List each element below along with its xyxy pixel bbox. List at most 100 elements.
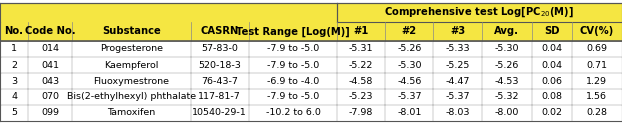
Text: 5: 5 (11, 108, 17, 118)
Bar (249, 89, 337, 105)
Bar (249, 41, 337, 57)
Text: 0.02: 0.02 (541, 108, 562, 118)
Text: -4.56: -4.56 (397, 77, 422, 86)
Bar (0, 89, 28, 105)
Bar (532, 41, 572, 57)
Text: CASRN: CASRN (200, 27, 239, 36)
Bar (434, 57, 481, 73)
Text: -5.26: -5.26 (494, 61, 519, 69)
Text: 1: 1 (11, 45, 17, 53)
Bar (481, 89, 532, 105)
Bar (572, 57, 622, 73)
Bar (385, 41, 434, 57)
Text: CV(%): CV(%) (580, 27, 614, 36)
Text: -5.25: -5.25 (445, 61, 470, 69)
Bar (572, 41, 622, 57)
Bar (532, 73, 572, 89)
Text: 0.28: 0.28 (587, 108, 608, 118)
Text: -7.9 to -5.0: -7.9 to -5.0 (267, 93, 319, 102)
Bar (0, 22, 28, 41)
Text: -5.26: -5.26 (397, 45, 422, 53)
Text: 117-81-7: 117-81-7 (198, 93, 241, 102)
Text: 041: 041 (41, 61, 59, 69)
Bar (572, 105, 622, 121)
Text: SD: SD (544, 27, 560, 36)
Bar (337, 89, 385, 105)
Text: 520-18-3: 520-18-3 (198, 61, 241, 69)
Text: -5.33: -5.33 (445, 45, 470, 53)
Text: 0.04: 0.04 (541, 45, 562, 53)
Text: 014: 014 (41, 45, 59, 53)
Bar (249, 57, 337, 73)
Text: -7.98: -7.98 (349, 108, 373, 118)
Bar (385, 22, 434, 41)
Text: -5.37: -5.37 (397, 93, 422, 102)
Bar (28, 73, 72, 89)
Text: -8.01: -8.01 (397, 108, 422, 118)
Bar (190, 105, 249, 121)
Text: Comprehensive test Log[PC$_{20}$(M)]: Comprehensive test Log[PC$_{20}$(M)] (384, 6, 575, 19)
Bar (337, 3, 622, 22)
Bar (337, 105, 385, 121)
Text: Kaempferol: Kaempferol (104, 61, 159, 69)
Text: #2: #2 (402, 27, 417, 36)
Bar (28, 105, 72, 121)
Text: Tamoxifen: Tamoxifen (108, 108, 156, 118)
Text: 1.56: 1.56 (587, 93, 608, 102)
Bar (337, 57, 385, 73)
Text: -7.9 to -5.0: -7.9 to -5.0 (267, 61, 319, 69)
Bar (337, 41, 385, 57)
Bar (532, 22, 572, 41)
Text: -4.53: -4.53 (494, 77, 519, 86)
Bar (434, 41, 481, 57)
Text: 10540-29-1: 10540-29-1 (192, 108, 247, 118)
Text: Avg.: Avg. (494, 27, 519, 36)
Bar (28, 41, 72, 57)
Bar (434, 73, 481, 89)
Text: 2: 2 (11, 61, 17, 69)
Bar (337, 22, 385, 41)
Bar (481, 22, 532, 41)
Text: 57-83-0: 57-83-0 (202, 45, 238, 53)
Text: Test Range [Log(M)]: Test Range [Log(M)] (236, 26, 350, 37)
Bar (72, 41, 190, 57)
Text: Bis(2-ethylhexyl) phthalate: Bis(2-ethylhexyl) phthalate (67, 93, 196, 102)
Text: 0.71: 0.71 (587, 61, 608, 69)
Text: 070: 070 (41, 93, 59, 102)
Text: 099: 099 (41, 108, 59, 118)
Bar (481, 105, 532, 121)
Bar (385, 57, 434, 73)
Bar (532, 105, 572, 121)
Bar (28, 22, 72, 41)
Bar (0, 57, 28, 73)
Bar (0, 73, 28, 89)
Bar (249, 22, 337, 41)
Text: -4.47: -4.47 (445, 77, 470, 86)
Text: -5.30: -5.30 (494, 45, 519, 53)
Text: -8.03: -8.03 (445, 108, 470, 118)
Bar (28, 89, 72, 105)
Bar (72, 89, 190, 105)
Text: -6.9 to -4.0: -6.9 to -4.0 (267, 77, 319, 86)
Bar (572, 22, 622, 41)
Bar (0, 105, 28, 121)
Bar (190, 41, 249, 57)
Bar (249, 73, 337, 89)
Bar (481, 73, 532, 89)
Bar (434, 105, 481, 121)
Text: #1: #1 (353, 27, 369, 36)
Text: 0.08: 0.08 (541, 93, 562, 102)
Bar (481, 41, 532, 57)
Bar (72, 105, 190, 121)
Bar (0, 41, 28, 57)
Text: -7.9 to -5.0: -7.9 to -5.0 (267, 45, 319, 53)
Text: -5.22: -5.22 (349, 61, 373, 69)
Text: Progesterone: Progesterone (100, 45, 163, 53)
Text: Substance: Substance (102, 27, 161, 36)
Bar (72, 73, 190, 89)
Text: 0.06: 0.06 (541, 77, 562, 86)
Bar (385, 73, 434, 89)
Text: 4: 4 (11, 93, 17, 102)
Bar (434, 89, 481, 105)
Text: -5.31: -5.31 (349, 45, 373, 53)
